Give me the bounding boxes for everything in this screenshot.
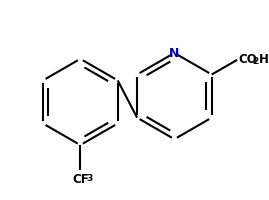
Text: 2: 2 xyxy=(252,57,258,66)
Text: CO: CO xyxy=(238,53,257,66)
Text: CF: CF xyxy=(73,172,89,185)
Text: H: H xyxy=(259,53,269,66)
Text: 3: 3 xyxy=(86,174,93,183)
Text: N: N xyxy=(169,47,180,60)
